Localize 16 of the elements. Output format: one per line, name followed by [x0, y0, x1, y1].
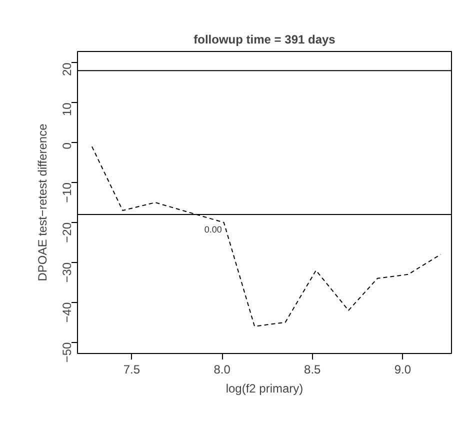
x-tick-label: 9.0 [394, 362, 412, 376]
y-tick-label: −40 [60, 302, 74, 323]
y-tick-label: 20 [60, 62, 74, 76]
x-tick-label: 8.5 [304, 362, 322, 376]
x-tick-label: 8.0 [214, 362, 231, 376]
chart-title: followup time = 391 days [194, 32, 336, 46]
y-tick-label: −10 [60, 182, 74, 203]
x-tick-label: 7.5 [123, 362, 140, 376]
x-axis-title: log(f2 primary) [226, 382, 304, 396]
y-tick-label: 10 [60, 102, 74, 116]
y-tick-label: −20 [60, 222, 74, 243]
y-tick-label: −50 [60, 342, 74, 363]
y-axis-title: DPOAE test−retest difference [36, 123, 50, 282]
y-tick-label: 0 [60, 142, 74, 150]
y-tick-label: −30 [60, 262, 74, 283]
annotation: 0.00 [204, 224, 222, 234]
